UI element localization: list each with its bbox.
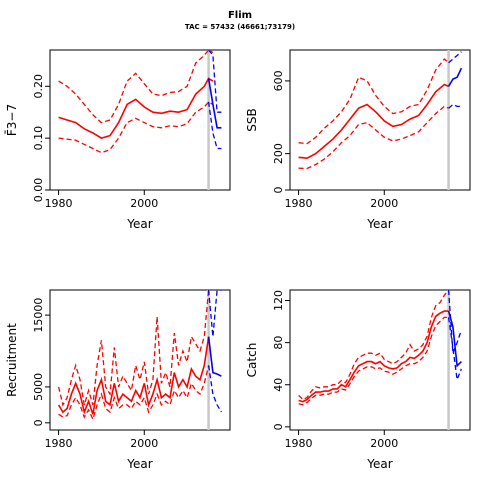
plot-frame [49, 289, 231, 431]
series-historical-median [298, 83, 449, 160]
y-tick-label: 5000 [32, 373, 45, 401]
series-projection-median [447, 310, 462, 368]
plot-frame [289, 49, 471, 191]
series-historical-median [57, 336, 210, 415]
series-historical-median [298, 310, 449, 403]
series-historical-upper [58, 50, 214, 124]
series-projection-lower [207, 101, 222, 150]
series-historical-lower [58, 365, 210, 422]
panel-4: 1980 2000 0 40 80 120 Year Catch [245, 289, 471, 471]
y-tick-label: 0 [272, 423, 285, 430]
y-tick-label: 0.10 [32, 126, 45, 151]
x-axis-label: Year [126, 217, 152, 231]
y-tick-label: 0.00 [32, 178, 45, 203]
x-tick-label: 1980 [285, 437, 313, 450]
x-tick-label: 1980 [45, 437, 73, 450]
series-projection-median [447, 67, 463, 87]
series-historical-upper [298, 58, 450, 145]
series-projection-upper [208, 50, 222, 113]
y-tick-label: 0 [32, 419, 45, 426]
x-tick-label: 2000 [130, 197, 158, 210]
y-tick-label: 120 [272, 290, 285, 311]
plot-frame [49, 49, 231, 191]
plot-frame [289, 289, 471, 431]
y-tick-label: 0.20 [32, 74, 45, 99]
y-axis-label: F̄3−7 [5, 104, 19, 136]
y-axis-label: Recruitment [5, 323, 19, 397]
y-axis-label: Catch [245, 343, 259, 378]
series-projection-upper [447, 290, 463, 354]
chart-title: Flim [227, 10, 253, 21]
y-tick-label: 80 [272, 336, 285, 350]
y-tick-label: 0 [272, 187, 285, 194]
y-tick-label: 200 [272, 143, 285, 164]
series-historical-upper [57, 290, 210, 407]
panel-2: 1980 2000 0 200 600 Year SSB [245, 49, 471, 231]
x-tick-label: 2000 [370, 197, 398, 210]
series-projection-median [207, 78, 222, 129]
x-tick-label: 2000 [370, 437, 398, 450]
series-projection-median [207, 336, 222, 377]
panel-1: 1980 2000 0.00 0.10 0.20 Year F̄3−7 [5, 49, 231, 231]
series-projection-upper [207, 290, 222, 337]
series-projection-lower [447, 317, 463, 383]
series-historical-lower [298, 316, 449, 406]
chart-subtitle: TAC = 57432 (46661;73179) [184, 23, 296, 31]
x-axis-label: Year [126, 457, 152, 471]
series-historical-lower [58, 101, 214, 154]
x-tick-label: 1980 [285, 197, 313, 210]
x-axis-label: Year [366, 457, 392, 471]
panel-3: 1980 2000 0 5000 15000 Year Recruitment [5, 289, 231, 471]
series-historical-median [58, 77, 214, 139]
y-tick-label: 600 [272, 70, 285, 91]
series-projection-lower [207, 365, 222, 413]
y-axis-label: SSB [245, 108, 259, 131]
x-tick-label: 2000 [130, 437, 158, 450]
y-tick-label: 15000 [32, 298, 45, 333]
series-projection-lower [448, 103, 462, 109]
y-tick-label: 40 [272, 378, 285, 392]
series-historical-upper [298, 290, 450, 401]
x-axis-label: Year [366, 217, 392, 231]
x-tick-label: 1980 [45, 197, 73, 210]
series-historical-lower [298, 105, 449, 170]
series-projection-upper [448, 51, 462, 64]
